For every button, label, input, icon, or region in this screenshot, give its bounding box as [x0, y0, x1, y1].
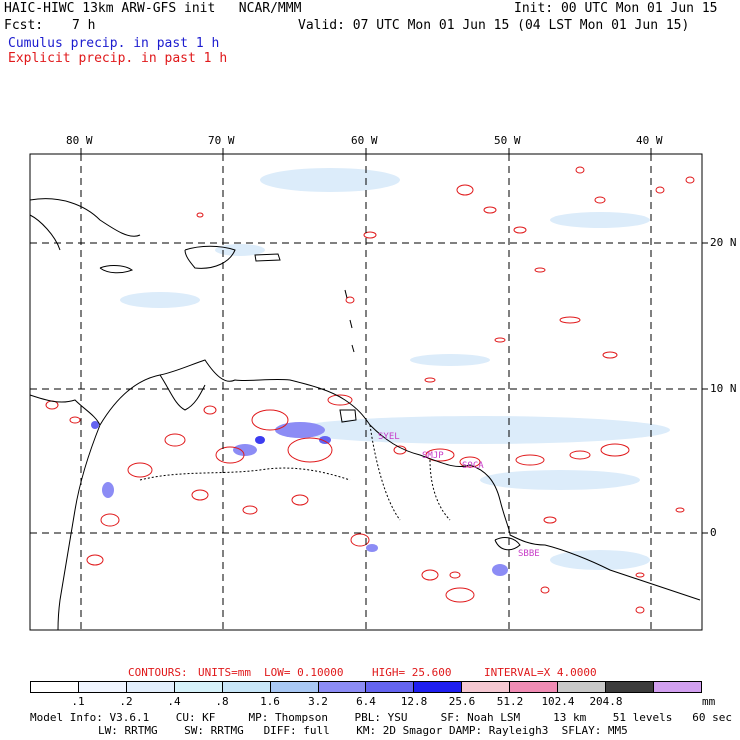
colorbar-tick: 25.6	[448, 695, 476, 708]
colorbar-tick: .2	[119, 695, 133, 708]
colorbar-swatch	[126, 682, 175, 692]
colorbar-swatch	[174, 682, 223, 692]
contours-interval: INTERVAL=X 4.0000	[484, 666, 597, 679]
lon-label-70w: 70 W	[208, 134, 235, 147]
station-label-smjp: SMJP	[422, 451, 444, 461]
fcst-value: 7 h	[72, 18, 96, 33]
contours-high: HIGH= 25.600	[372, 666, 452, 679]
colorbar-swatch	[78, 682, 127, 692]
lon-label-80w: 80 W	[66, 134, 93, 147]
explicit-precip-label: Explicit precip. in past 1 h	[8, 51, 228, 66]
colorbar-tick: .4	[167, 695, 181, 708]
init-time: Init: 00 UTC Mon 01 Jun 15	[514, 1, 718, 16]
station-label-soca: SOCA	[462, 461, 484, 471]
fcst-label: Fcst:	[4, 18, 44, 33]
colorbar-tick: 51.2	[496, 695, 524, 708]
model-info-line2: LW: RRTMG SW: RRTMG DIFF: full KM: 2D Sm…	[98, 724, 628, 737]
colorbar-swatch	[318, 682, 367, 692]
explicit-precip-contours	[45, 166, 695, 614]
lat-lon-grid	[30, 154, 702, 630]
colorbar-swatch	[366, 682, 415, 692]
station-label-sbbe: SBBE	[518, 549, 540, 559]
colorbar-swatch	[270, 682, 319, 692]
model-info-line1: Model Info: V3.6.1 CU: KF MP: Thompson P…	[30, 711, 732, 724]
colorbar-units: mm	[702, 695, 716, 708]
colorbar-tick: .8	[215, 695, 229, 708]
lat-label-10n: 10 N	[710, 382, 737, 395]
lon-label-60w: 60 W	[351, 134, 378, 147]
title-left: HAIC-HIWC 13km ARW-GFS init NCAR/MMM	[4, 1, 302, 16]
colorbar-tick: 102.4	[541, 695, 575, 708]
colorbar-tick: 12.8	[400, 695, 428, 708]
coastlines	[29, 198, 701, 631]
precip-colorbar	[30, 681, 702, 693]
colorbar-swatch	[462, 682, 511, 692]
colorbar-tick: .1	[71, 695, 85, 708]
lat-label-20n: 20 N	[710, 236, 737, 249]
valid-time: Valid: 07 UTC Mon 01 Jun 15 (04 LST Mon …	[298, 18, 690, 33]
lon-label-50w: 50 W	[494, 134, 521, 147]
station-label-syel: SYEL	[378, 432, 400, 442]
colorbar-swatch	[653, 682, 701, 692]
lat-label-0: 0	[710, 526, 717, 539]
colorbar-swatch	[222, 682, 271, 692]
contours-low: LOW= 0.10000	[264, 666, 344, 679]
colorbar-swatch	[414, 682, 463, 692]
cumulus-precip-label: Cumulus precip. in past 1 h	[8, 36, 220, 51]
colorbar-tick: 3.2	[308, 695, 328, 708]
colorbar-tick: 1.6	[260, 695, 280, 708]
lon-label-40w: 40 W	[636, 134, 663, 147]
cumulus-light-shading	[120, 168, 670, 570]
colorbar-tick: 6.4	[356, 695, 376, 708]
colorbar-tick: 204.8	[589, 695, 623, 708]
colorbar-swatch	[510, 682, 559, 692]
colorbar-swatch	[558, 682, 607, 692]
contours-units: UNITS=mm	[198, 666, 251, 679]
cumulus-heavy-shading	[91, 421, 508, 576]
colorbar-swatch	[606, 682, 654, 692]
colorbar-swatch	[31, 682, 79, 692]
contours-label: CONTOURS:	[128, 666, 188, 679]
